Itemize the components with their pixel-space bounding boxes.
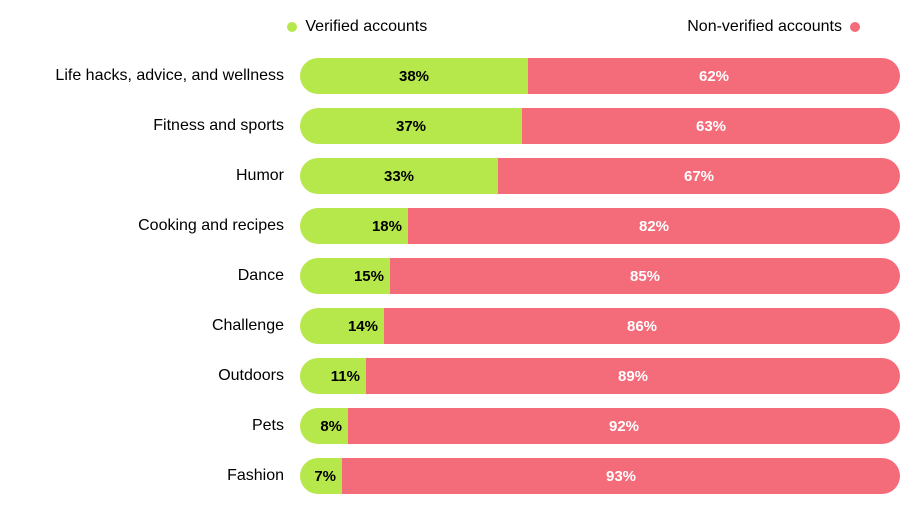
bar-segment-verified: 14% (300, 308, 384, 344)
bar-segment-nonverified: 93% (342, 458, 900, 494)
bar-segment-verified: 15% (300, 258, 390, 294)
bar-value-verified: 37% (396, 118, 426, 135)
bar-segment-nonverified: 67% (498, 158, 900, 194)
bar-segment-nonverified: 62% (528, 58, 900, 94)
bar-segment-nonverified: 63% (522, 108, 900, 144)
chart-row: Dance 15% 85% (20, 258, 900, 294)
bar-value-verified: 33% (384, 168, 414, 185)
bar-segment-nonverified: 89% (366, 358, 900, 394)
bar-value-verified: 7% (314, 468, 336, 485)
category-label: Dance (20, 267, 300, 285)
bar-value-nonverified: 93% (606, 468, 636, 485)
bar-value-nonverified: 86% (627, 318, 657, 335)
bar-value-nonverified: 63% (696, 118, 726, 135)
bar: 8% 92% (300, 408, 900, 444)
bar-value-verified: 14% (348, 318, 378, 335)
bar-segment-verified: 33% (300, 158, 498, 194)
bar-value-verified: 38% (399, 68, 429, 85)
bar-segment-nonverified: 85% (390, 258, 900, 294)
category-label: Life hacks, advice, and wellness (20, 67, 300, 85)
category-label: Pets (20, 417, 300, 435)
bar-value-verified: 18% (372, 218, 402, 235)
category-label: Fitness and sports (20, 117, 300, 135)
chart-row: Life hacks, advice, and wellness 38% 62% (20, 58, 900, 94)
bar-value-verified: 15% (354, 268, 384, 285)
bar-value-nonverified: 62% (699, 68, 729, 85)
bar-value-nonverified: 67% (684, 168, 714, 185)
bar: 18% 82% (300, 208, 900, 244)
chart-legend: Verified accounts Non-verified accounts (20, 18, 900, 36)
bar-segment-verified: 7% (300, 458, 342, 494)
bar-segment-verified: 11% (300, 358, 366, 394)
bar-segment-verified: 8% (300, 408, 348, 444)
chart-rows: Life hacks, advice, and wellness 38% 62% Fi… (20, 58, 900, 494)
bar-segment-verified: 38% (300, 58, 528, 94)
category-label: Challenge (20, 317, 300, 335)
bar: 33% 67% (300, 158, 900, 194)
chart-row: Fashion 7% 93% (20, 458, 900, 494)
bar-value-nonverified: 82% (639, 218, 669, 235)
chart-row: Outdoors 11% 89% (20, 358, 900, 394)
bar: 37% 63% (300, 108, 900, 144)
chart-row: Fitness and sports 37% 63% (20, 108, 900, 144)
bar: 15% 85% (300, 258, 900, 294)
bar-segment-verified: 37% (300, 108, 522, 144)
chart-row: Challenge 14% 86% (20, 308, 900, 344)
legend-label: Non-verified accounts (687, 18, 842, 36)
chart-row: Cooking and recipes 18% 82% (20, 208, 900, 244)
chart-row: Humor 33% 67% (20, 158, 900, 194)
category-label: Outdoors (20, 367, 300, 385)
bar-segment-nonverified: 92% (348, 408, 900, 444)
bar-segment-verified: 18% (300, 208, 408, 244)
legend-item-nonverified: Non-verified accounts (687, 18, 860, 36)
chart-row: Pets 8% 92% (20, 408, 900, 444)
bar-value-verified: 8% (320, 418, 342, 435)
legend-item-verified: Verified accounts (287, 18, 427, 36)
legend-label: Verified accounts (305, 18, 427, 36)
bar-segment-nonverified: 86% (384, 308, 900, 344)
bar: 38% 62% (300, 58, 900, 94)
bar: 11% 89% (300, 358, 900, 394)
legend-dot-icon (850, 22, 860, 32)
legend-dot-icon (287, 22, 297, 32)
stacked-bar-chart: Verified accounts Non-verified accounts … (0, 0, 920, 512)
bar-value-nonverified: 89% (618, 368, 648, 385)
bar-value-nonverified: 92% (609, 418, 639, 435)
bar-segment-nonverified: 82% (408, 208, 900, 244)
bar: 7% 93% (300, 458, 900, 494)
bar-value-verified: 11% (331, 368, 360, 385)
bar: 14% 86% (300, 308, 900, 344)
category-label: Humor (20, 167, 300, 185)
category-label: Cooking and recipes (20, 217, 300, 235)
bar-value-nonverified: 85% (630, 268, 660, 285)
category-label: Fashion (20, 467, 300, 485)
